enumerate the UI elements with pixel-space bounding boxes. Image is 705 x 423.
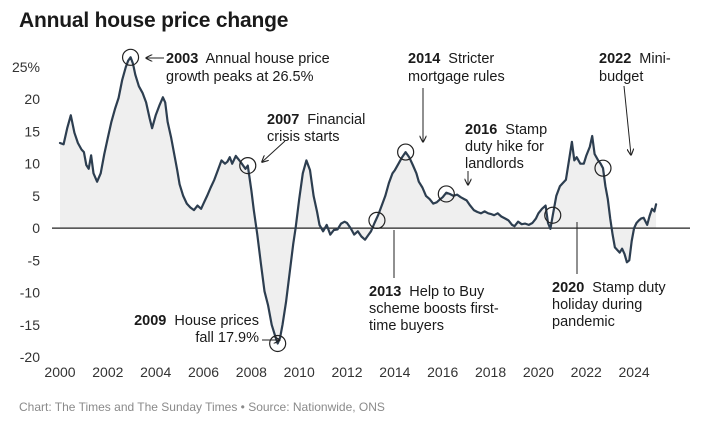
annotation-2022-marker [594, 159, 612, 177]
annotation-2009: 2009 House prices fall 17.9% [134, 313, 287, 353]
annotation-2016-year: 2016 [465, 122, 497, 138]
svg-text:2016 Stamp: 2016 Stamp [465, 122, 547, 138]
chart-title: Annual house price change [19, 9, 289, 32]
annotation-2022-year: 2022 [599, 51, 631, 67]
x-tick-label: 2012 [331, 364, 362, 380]
y-tick-label: 5 [32, 188, 40, 204]
annotation-2007-line1: Financial [307, 112, 365, 128]
source-footer: Chart: The Times and The Sunday Times • … [19, 400, 385, 414]
x-tick-label: 2014 [379, 364, 410, 380]
x-tick-label: 2004 [140, 364, 171, 380]
annotation-2009-year: 2009 [134, 313, 166, 329]
x-tick-label: 2002 [92, 364, 123, 380]
area-fill-group [60, 57, 657, 344]
x-tick-label: 2008 [236, 364, 267, 380]
x-tick-label: 2016 [427, 364, 458, 380]
annotation-2013-year: 2013 [369, 284, 401, 300]
annotation-2020: 2020 Stamp duty holiday during pandemic [544, 206, 666, 330]
svg-text:2003 Annual house pric: 2003 Annual house price [166, 51, 330, 67]
annotation-2007: 2007 Financial crisis starts [239, 112, 365, 175]
area-fill [60, 57, 657, 344]
svg-text:2020 Stamp duty: 2020 Stamp duty [552, 280, 666, 296]
annotation-2022-line1: Mini- [639, 51, 671, 67]
annotation-2013-line2: scheme boosts first- [369, 301, 499, 317]
y-tick-label: -20 [20, 349, 40, 365]
annotations: 2003 Annual house price growth peaks at … [121, 48, 671, 353]
annotation-2003: 2003 Annual house price growth peaks at … [121, 48, 330, 85]
annotation-2022-line2: budget [599, 69, 643, 85]
y-tick-label: 25% [12, 59, 40, 75]
annotation-2007-arrow [262, 140, 286, 162]
x-axis: 2000 2002 2004 2006 2008 2010 2012 2014 2016 2018… [44, 364, 649, 380]
x-tick-label: 2020 [523, 364, 554, 380]
annotation-2022-pointer [623, 85, 631, 155]
y-tick-label: 20 [24, 91, 40, 107]
annotation-2003-line2: growth peaks at 26.5% [166, 69, 314, 85]
annotation-2020-line2: holiday during [552, 297, 642, 313]
annotation-2014-year: 2014 [408, 51, 440, 67]
series-group [58, 56, 658, 345]
annotation-2020-line3: pandemic [552, 314, 615, 330]
y-tick-label: 0 [32, 220, 40, 236]
annotation-2014-line2: mortgage rules [408, 69, 505, 85]
annotation-2007-year: 2007 [267, 112, 299, 128]
annotation-2020-line1: Stamp duty [592, 280, 666, 296]
annotation-2007-marker [239, 157, 257, 175]
x-tick-label: 2010 [284, 364, 315, 380]
annotation-2016-line2: duty hike for [465, 139, 544, 155]
y-tick-label: -10 [20, 285, 40, 301]
annotation-2013-marker [368, 211, 386, 229]
annotation-2009-line2: fall 17.9% [195, 330, 259, 346]
annotation-2022: 2022 Mini- budget [594, 51, 671, 177]
annotation-2013-line3: time buyers [369, 318, 444, 334]
svg-text:2022 Mini-: 2022 Mini- [599, 51, 671, 67]
annotation-2009-line1: House prices [174, 313, 259, 329]
y-tick-label: -15 [20, 317, 40, 333]
x-tick-label: 2018 [475, 364, 506, 380]
x-tick-label: 2024 [619, 364, 650, 380]
x-tick-label: 2000 [44, 364, 75, 380]
annotation-2013: 2013 Help to Buy scheme boosts first- ti… [368, 211, 499, 334]
y-tick-label: 15 [24, 123, 40, 139]
y-axis: 25% 20 15 10 5 0 -5 -10 -15 -20 [12, 59, 40, 365]
series-line [58, 56, 658, 345]
annotation-2020-marker [544, 206, 562, 224]
annotation-2003-line1: Annual house price [206, 51, 330, 67]
annotation-2014-marker [397, 143, 415, 161]
annotation-2003-year: 2003 [166, 51, 198, 67]
annotation-2014: 2014 Stricter mortgage rules [397, 51, 505, 161]
annotation-2007-line2: crisis starts [267, 129, 340, 145]
svg-text:2009 House prices: 2009 House prices [134, 313, 259, 329]
y-tick-label: 10 [24, 156, 40, 172]
annotation-2014-line1: Stricter [448, 51, 494, 67]
svg-text:2013 Help to Buy: 2013 Help to Buy [369, 284, 485, 300]
y-tick-label: -5 [28, 252, 41, 268]
annotation-2013-line1: Help to Buy [409, 284, 485, 300]
svg-text:2007 Financial: 2007 Financial [267, 112, 365, 128]
annotation-2016-line3: landlords [465, 156, 524, 172]
annotation-2016-marker [437, 185, 455, 203]
annotation-2016: 2016 Stamp duty hike for landlords [437, 122, 547, 203]
annotation-2020-year: 2020 [552, 280, 584, 296]
x-tick-label: 2006 [188, 364, 219, 380]
svg-text:2014 Stricter: 2014 Stricter [408, 51, 494, 67]
annotation-2016-line1: Stamp [505, 122, 547, 138]
annotation-2009-marker [269, 334, 287, 353]
x-tick-label: 2022 [571, 364, 602, 380]
annotation-2003-marker [121, 48, 140, 66]
